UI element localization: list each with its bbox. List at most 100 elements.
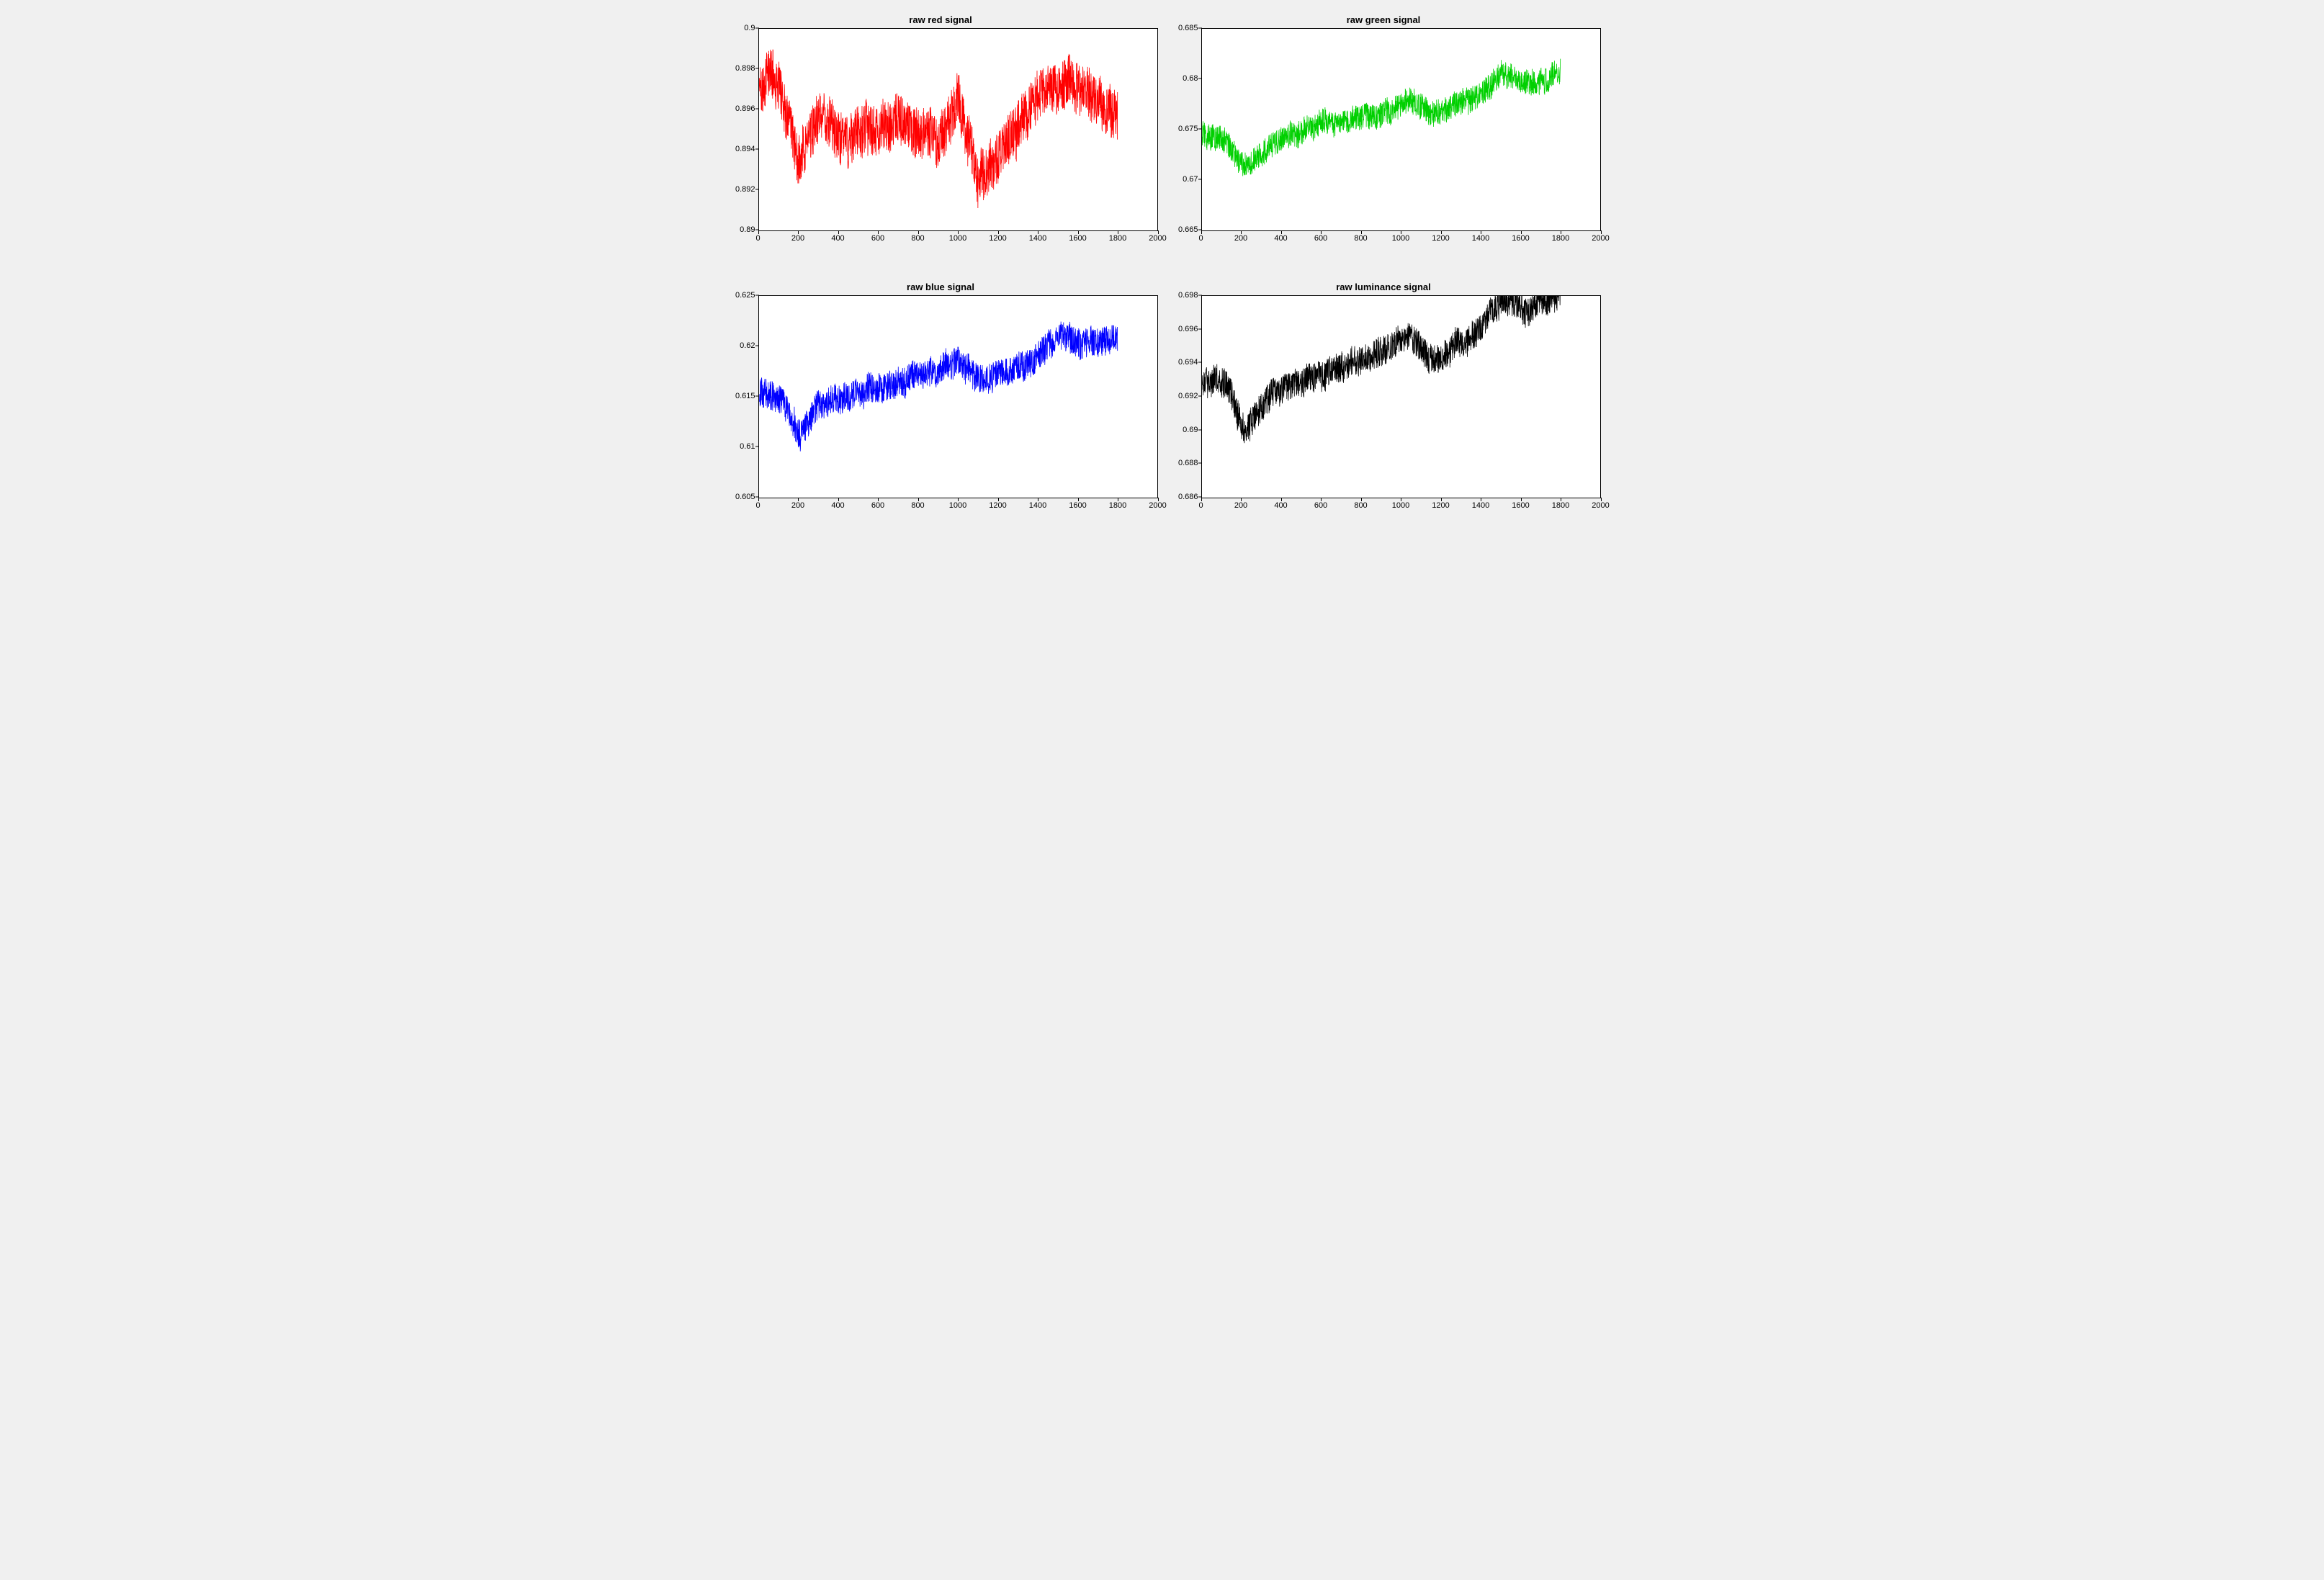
line-red bbox=[759, 29, 1157, 230]
xtick-mark bbox=[1521, 498, 1522, 501]
xticks-luminance: 0200400600800100012001400160018002000 bbox=[1201, 498, 1601, 513]
xtick-label: 800 bbox=[1354, 501, 1367, 510]
xtick-label: 600 bbox=[871, 501, 884, 510]
xtick-label: 400 bbox=[1274, 501, 1287, 510]
xticks-green: 0200400600800100012001400160018002000 bbox=[1201, 231, 1601, 246]
ytick-label: 0.696 bbox=[1178, 325, 1198, 333]
xtick-label: 600 bbox=[1314, 234, 1327, 243]
xtick-label: 1600 bbox=[1069, 501, 1086, 510]
xtick-label: 1200 bbox=[1432, 501, 1449, 510]
panel-green: raw green signal 0.6650.670.6750.680.685… bbox=[1184, 14, 1584, 246]
xtick-mark bbox=[1521, 230, 1522, 234]
xtick-label: 1800 bbox=[1109, 501, 1126, 510]
xtick-mark bbox=[1361, 230, 1362, 234]
xtick-label: 1200 bbox=[1432, 234, 1449, 243]
xtick-mark bbox=[878, 498, 879, 501]
title-green: raw green signal bbox=[1347, 14, 1421, 25]
panel-blue: raw blue signal 0.6050.610.6150.620.625 … bbox=[741, 282, 1141, 513]
xtick-label: 1400 bbox=[1029, 501, 1046, 510]
xtick-label: 200 bbox=[1234, 234, 1247, 243]
ytick-label: 0.615 bbox=[735, 392, 755, 400]
xtick-label: 1000 bbox=[949, 234, 966, 243]
xtick-label: 0 bbox=[1198, 501, 1203, 510]
series-line bbox=[759, 322, 1117, 452]
ytick-label: 0.665 bbox=[1178, 225, 1198, 234]
panel-luminance: raw luminance signal 0.6860.6880.690.692… bbox=[1184, 282, 1584, 513]
yticks-luminance: 0.6860.6880.690.6920.6940.6960.698 bbox=[1167, 295, 1201, 497]
ytick-label: 0.69 bbox=[1183, 426, 1198, 434]
xtick-label: 1600 bbox=[1069, 234, 1086, 243]
ytick-label: 0.894 bbox=[735, 145, 755, 153]
xtick-label: 600 bbox=[871, 234, 884, 243]
xtick-mark bbox=[958, 230, 959, 234]
yticks-green: 0.6650.670.6750.680.685 bbox=[1167, 28, 1201, 230]
axes-red bbox=[758, 28, 1158, 231]
plot-wrap-luminance: 0.6860.6880.690.6920.6940.6960.698 02004… bbox=[1167, 295, 1601, 513]
xtick-mark bbox=[1201, 230, 1202, 234]
ytick-label: 0.9 bbox=[744, 24, 755, 32]
xtick-label: 2000 bbox=[1149, 234, 1166, 243]
xtick-label: 200 bbox=[791, 234, 804, 243]
xtick-label: 400 bbox=[1274, 234, 1287, 243]
ytick-label: 0.694 bbox=[1178, 358, 1198, 367]
xtick-label: 200 bbox=[1234, 501, 1247, 510]
xtick-mark bbox=[1601, 230, 1602, 234]
xtick-label: 1400 bbox=[1472, 501, 1489, 510]
ytick-label: 0.692 bbox=[1178, 392, 1198, 400]
xtick-mark bbox=[1441, 230, 1442, 234]
xtick-mark bbox=[1241, 498, 1242, 501]
ytick-label: 0.68 bbox=[1183, 74, 1198, 83]
xtick-label: 1600 bbox=[1512, 234, 1529, 243]
ytick-label: 0.892 bbox=[735, 185, 755, 194]
axes-green bbox=[1201, 28, 1601, 231]
xticks-red: 0200400600800100012001400160018002000 bbox=[758, 231, 1158, 246]
axes-luminance bbox=[1201, 295, 1601, 498]
xtick-label: 200 bbox=[791, 501, 804, 510]
xtick-label: 2000 bbox=[1592, 501, 1609, 510]
yticks-blue: 0.6050.610.6150.620.625 bbox=[724, 295, 758, 497]
xtick-mark bbox=[1281, 498, 1282, 501]
xtick-mark bbox=[1321, 230, 1322, 234]
ytick-label: 0.67 bbox=[1183, 175, 1198, 184]
xtick-label: 400 bbox=[831, 234, 844, 243]
xtick-label: 2000 bbox=[1149, 501, 1166, 510]
xtick-mark bbox=[1601, 498, 1602, 501]
xtick-label: 1400 bbox=[1472, 234, 1489, 243]
xtick-mark bbox=[758, 230, 759, 234]
ytick-label: 0.898 bbox=[735, 64, 755, 73]
xtick-label: 800 bbox=[911, 234, 924, 243]
xtick-mark bbox=[998, 498, 999, 501]
series-line bbox=[1202, 59, 1560, 176]
ytick-label: 0.896 bbox=[735, 104, 755, 113]
ytick-label: 0.686 bbox=[1178, 493, 1198, 501]
xtick-mark bbox=[798, 230, 799, 234]
xtick-label: 400 bbox=[831, 501, 844, 510]
xtick-label: 800 bbox=[1354, 234, 1367, 243]
xtick-mark bbox=[1201, 498, 1202, 501]
panel-red: raw red signal 0.890.8920.8940.8960.8980… bbox=[741, 14, 1141, 246]
xtick-label: 1200 bbox=[989, 501, 1006, 510]
xtick-label: 1000 bbox=[1392, 234, 1409, 243]
xtick-mark bbox=[1361, 498, 1362, 501]
xtick-mark bbox=[1281, 230, 1282, 234]
ytick-label: 0.675 bbox=[1178, 125, 1198, 133]
xtick-label: 600 bbox=[1314, 501, 1327, 510]
xtick-mark bbox=[1078, 498, 1079, 501]
xtick-label: 800 bbox=[911, 501, 924, 510]
xtick-label: 1200 bbox=[989, 234, 1006, 243]
ytick-label: 0.685 bbox=[1178, 24, 1198, 32]
xtick-label: 1800 bbox=[1109, 234, 1126, 243]
plot-wrap-blue: 0.6050.610.6150.620.625 0200400600800100… bbox=[724, 295, 1158, 513]
ytick-label: 0.625 bbox=[735, 291, 755, 300]
xticks-blue: 0200400600800100012001400160018002000 bbox=[758, 498, 1158, 513]
xtick-mark bbox=[1441, 498, 1442, 501]
xtick-mark bbox=[758, 498, 759, 501]
yticks-red: 0.890.8920.8940.8960.8980.9 bbox=[724, 28, 758, 230]
title-red: raw red signal bbox=[909, 14, 972, 25]
xtick-mark bbox=[838, 230, 839, 234]
ytick-label: 0.61 bbox=[740, 442, 755, 451]
xtick-label: 1000 bbox=[949, 501, 966, 510]
series-line bbox=[1202, 296, 1560, 443]
xtick-label: 1800 bbox=[1552, 501, 1569, 510]
plot-wrap-red: 0.890.8920.8940.8960.8980.9 020040060080… bbox=[724, 28, 1158, 246]
